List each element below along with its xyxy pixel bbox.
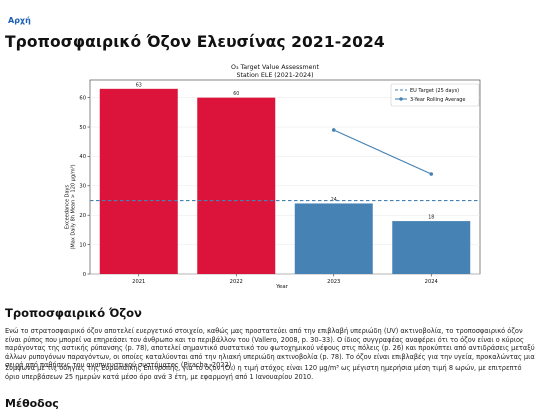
axes: 0 10 20 30 40 50 60 2021 2022 2023 2024 <box>79 95 438 285</box>
y-tick-label: 10 <box>79 242 86 248</box>
legend-box <box>390 83 480 107</box>
y-tick-label: 50 <box>79 125 86 131</box>
legend-rolling-marker <box>399 97 403 101</box>
y-tick-label: 40 <box>79 154 86 160</box>
chart-subtitle: Station ELE (2021-2024) <box>236 72 313 79</box>
y-tick-label: 60 <box>79 95 86 101</box>
home-link[interactable]: Αρχή <box>8 16 31 25</box>
rolling-average-line <box>333 129 432 175</box>
legend-target-label: EU Target (25 days) <box>410 88 459 94</box>
legend: EU Target (25 days) 3-Year Rolling Avera… <box>390 83 480 107</box>
chart-title: O₃ Target Value Assessment <box>231 64 320 71</box>
paragraph-eu-target: Σύμφωνα με τις οδηγίες της Ευρωπαϊκής Επ… <box>5 364 522 381</box>
y-tick-label: 0 <box>83 272 86 278</box>
page-title: Τροποσφαιρικό Όζον Ελευσίνας 2021-2024 <box>5 33 385 51</box>
top-nav: Αρχή <box>8 8 31 27</box>
x-tick-label: 2022 <box>230 279 243 285</box>
next-section-heading: Μέθοδος <box>5 397 59 410</box>
bar-value-label: 63 <box>136 82 142 88</box>
section-title: Τροποσφαιρικό Όζον <box>5 306 142 320</box>
x-axis-label: Year <box>275 284 289 290</box>
bar-value-label: 24 <box>331 197 337 203</box>
chart-svg: O₃ Target Value Assessment Station ELE (… <box>65 64 481 290</box>
x-tick-label: 2023 <box>327 279 340 285</box>
bar-2024 <box>392 221 471 274</box>
bar-2022 <box>197 97 276 274</box>
bar-2021 <box>99 88 178 275</box>
y-axis-label-line1: Exceedance Days <box>65 184 71 229</box>
ozone-chart: O₃ Target Value Assessment Station ELE (… <box>64 60 484 292</box>
lines <box>90 128 480 202</box>
x-tick-label: 2021 <box>132 279 145 285</box>
bar-2023 <box>294 203 373 274</box>
paragraph-ozone-intro: Ενώ το στρατοσφαιρικό όζον αποτελεί ευερ… <box>5 327 535 370</box>
rolling-average-point <box>331 128 336 132</box>
bars: 63 60 24 18 <box>99 82 471 275</box>
y-tick-label: 30 <box>79 184 86 190</box>
bar-value-label: 60 <box>233 91 239 97</box>
rolling-average-point <box>429 172 434 176</box>
y-tick-label: 20 <box>79 213 86 219</box>
y-axis-label-line2: (Max Daily 8h Mean > 120 μg/m³) <box>71 164 77 249</box>
bar-value-label: 18 <box>428 215 434 221</box>
x-tick-label: 2024 <box>425 279 439 285</box>
legend-rolling-label: 3-Year Rolling Average <box>410 97 466 103</box>
